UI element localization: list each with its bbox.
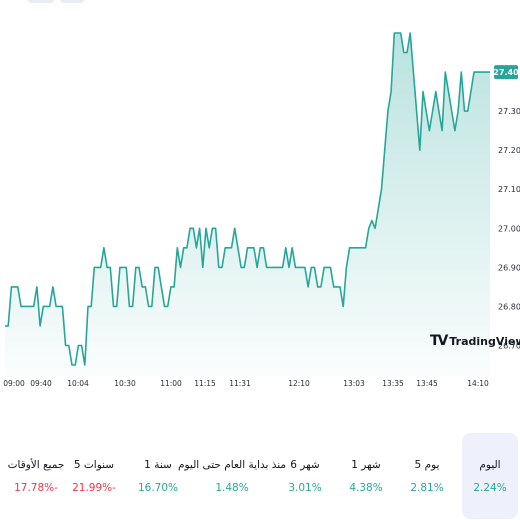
- performance-periods: جميع الأوقات 17.78%- 5 سنوات 21.99%- 1 سنة 16…: [0, 433, 520, 519]
- x-tick-label: 13:03: [343, 379, 365, 388]
- y-tick-label: 26.80: [498, 302, 520, 311]
- period-tab[interactable]: اليوم 2.24%: [462, 433, 518, 519]
- last-price-label: 27.40: [493, 68, 519, 77]
- period-label: 1 سنة: [144, 458, 172, 471]
- y-tick-label: 27.30: [498, 107, 520, 116]
- x-tick-label: 10:04: [67, 379, 89, 388]
- y-tick-label: 27.10: [498, 185, 520, 194]
- y-tick-label: 26.90: [498, 263, 520, 272]
- period-label: اليوم: [479, 458, 501, 471]
- x-tick-label: 13:45: [416, 379, 438, 388]
- top-tab-fragment: [28, 0, 54, 3]
- period-change-value: 2.24%: [473, 481, 507, 494]
- top-tab-fragment: [60, 0, 84, 3]
- price-series-line: [5, 32, 490, 366]
- price-area-fill: [5, 33, 490, 376]
- y-tick-label: 26.70: [498, 342, 520, 351]
- x-tick-label: 13:35: [382, 379, 404, 388]
- last-price-badge: [494, 65, 518, 80]
- price-chart: 26.70 26.80 26.90 27.00 27.10 27.20 27.30 27.40…: [3, 32, 520, 388]
- period-tab[interactable]: جميع الأوقات 17.78%-: [4, 433, 68, 519]
- period-change-value: 21.99%-: [72, 481, 116, 494]
- tradingview-mark-icon: TV: [430, 333, 448, 349]
- period-tab[interactable]: 1 شهر 4.38%: [341, 433, 391, 519]
- x-tick-label: 09:40: [30, 379, 52, 388]
- period-tab[interactable]: 5 يوم 2.81%: [402, 433, 452, 519]
- period-change-value: 4.38%: [349, 481, 383, 494]
- period-change-value: 2.81%: [410, 481, 444, 494]
- period-label: جميع الأوقات: [7, 458, 65, 471]
- period-change-value: 3.01%: [288, 481, 322, 494]
- y-tick-label: 27.20: [498, 146, 520, 155]
- tradingview-logo: TV TradingView: [430, 333, 520, 349]
- period-tab[interactable]: 6 شهر 3.01%: [280, 433, 330, 519]
- period-label: 5 سنوات: [73, 458, 115, 471]
- x-tick-label: 11:15: [194, 379, 216, 388]
- x-tick-label: 14:10: [467, 379, 489, 388]
- period-label: منذ بداية العام حتى اليوم: [177, 458, 287, 471]
- period-change-value: 16.70%: [137, 481, 179, 494]
- period-tab[interactable]: 5 سنوات 21.99%-: [66, 433, 122, 519]
- tradingview-wordmark: TradingView: [449, 334, 520, 348]
- period-change-value: 17.78%-: [14, 481, 58, 494]
- period-change-value: 1.48%: [215, 481, 249, 494]
- x-tick-label: 11:31: [229, 379, 251, 388]
- period-label: 1 شهر: [351, 458, 381, 471]
- x-tick-label: 09:00: [3, 379, 25, 388]
- x-tick-label: 10:30: [114, 379, 136, 388]
- period-label: 6 شهر: [290, 458, 320, 471]
- period-tab[interactable]: 1 سنة 16.70%: [132, 433, 184, 519]
- y-tick-label: 27.00: [498, 224, 520, 233]
- period-label: 5 يوم: [414, 458, 440, 471]
- period-tab[interactable]: منذ بداية العام حتى اليوم 1.48%: [178, 433, 286, 519]
- x-tick-label: 11:00: [160, 379, 182, 388]
- x-tick-label: 12:10: [288, 379, 310, 388]
